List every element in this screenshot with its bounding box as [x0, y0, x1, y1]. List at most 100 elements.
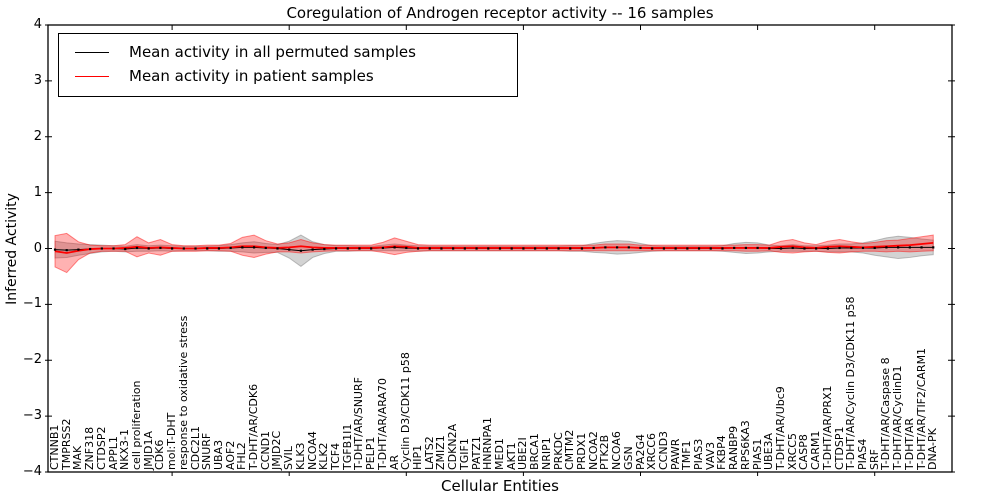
legend-line-patient-icon — [75, 75, 109, 77]
x-category-label: GSN — [621, 446, 635, 470]
data-marker — [768, 247, 771, 250]
data-marker — [580, 247, 584, 250]
data-marker — [206, 247, 209, 250]
data-marker — [416, 247, 420, 250]
data-marker — [826, 247, 829, 250]
y-tick-label: 4 — [33, 17, 42, 32]
x-axis-label: Cellular Entities — [441, 477, 559, 495]
data-marker — [545, 247, 548, 250]
data-marker — [440, 247, 443, 250]
data-marker — [932, 246, 935, 249]
data-marker — [557, 247, 560, 250]
data-marker — [498, 247, 502, 250]
data-marker — [487, 247, 490, 250]
y-tick-label: 3 — [33, 72, 42, 88]
data-marker — [510, 247, 513, 250]
y-tick-label: 1 — [33, 184, 42, 200]
chart-title: Coregulation of Androgen receptor activi… — [286, 4, 714, 22]
data-marker — [686, 247, 689, 250]
x-category-label: NRIP1 — [539, 437, 553, 470]
data-marker — [674, 247, 677, 250]
data-marker — [112, 247, 115, 250]
data-marker — [651, 247, 654, 250]
data-marker — [627, 246, 630, 249]
data-marker — [592, 246, 595, 250]
data-marker — [803, 247, 806, 250]
data-marker — [709, 247, 712, 250]
data-marker — [299, 249, 303, 252]
y-tick-label: −1 — [22, 296, 42, 312]
y-tick-label: 2 — [33, 128, 42, 144]
data-marker — [791, 246, 794, 250]
std-band-0 — [54, 234, 934, 268]
data-marker — [569, 247, 572, 250]
data-marker — [276, 247, 279, 250]
data-marker — [744, 246, 747, 250]
data-marker — [241, 246, 244, 249]
legend-label-permuted: Mean activity in all permuted samples — [129, 42, 416, 61]
data-marker — [908, 246, 911, 249]
legend-label-patient: Mean activity in patient samples — [129, 66, 374, 85]
y-tick-label: 0 — [33, 240, 42, 256]
data-marker — [697, 247, 701, 250]
data-marker — [604, 246, 607, 249]
data-marker — [873, 246, 876, 250]
data-marker — [463, 247, 466, 250]
y-tick-label: −3 — [22, 408, 42, 424]
data-marker — [217, 247, 221, 250]
data-marker — [194, 247, 197, 250]
data-marker — [323, 247, 326, 251]
data-marker — [920, 246, 923, 249]
data-marker — [405, 246, 408, 250]
std-band-1 — [54, 232, 934, 274]
data-marker — [850, 246, 853, 250]
data-marker — [65, 249, 68, 252]
data-marker — [733, 246, 736, 250]
data-marker — [182, 247, 185, 250]
legend-item-permuted: Mean activity in all permuted samples — [71, 40, 509, 64]
data-marker — [358, 247, 361, 250]
data-marker — [311, 248, 314, 251]
legend: Mean activity in all permuted samples Me… — [58, 33, 518, 97]
data-marker — [159, 246, 162, 250]
data-marker — [522, 247, 525, 250]
data-marker — [779, 247, 783, 250]
data-marker — [147, 247, 150, 250]
data-marker — [838, 246, 841, 250]
data-marker — [264, 246, 267, 250]
data-marker — [135, 246, 139, 250]
data-marker — [77, 248, 80, 251]
data-marker — [229, 246, 232, 250]
data-marker — [53, 248, 57, 251]
data-marker — [252, 246, 256, 249]
data-marker — [815, 247, 818, 250]
data-marker — [288, 248, 291, 251]
x-category-label: response to oxidative stress — [176, 315, 190, 470]
legend-line-permuted-icon — [75, 51, 109, 53]
y-tick-label: −4 — [22, 464, 42, 479]
x-category-label: DNA-PK — [926, 428, 940, 470]
data-marker — [100, 247, 103, 250]
data-marker — [334, 247, 338, 250]
data-marker — [721, 247, 724, 250]
data-marker — [861, 246, 865, 250]
y-tick-label: −2 — [22, 352, 42, 368]
data-marker — [534, 247, 537, 250]
data-marker — [428, 247, 431, 250]
data-marker — [393, 246, 396, 249]
data-marker — [370, 247, 373, 250]
data-marker — [89, 247, 92, 251]
data-marker — [639, 246, 642, 250]
y-axis-label: Inferred Activity — [4, 193, 20, 305]
data-marker — [124, 247, 127, 251]
data-marker — [346, 247, 349, 250]
data-marker — [171, 247, 174, 250]
data-marker — [615, 246, 619, 249]
legend-item-patient: Mean activity in patient samples — [71, 64, 509, 88]
mean-line-1 — [54, 242, 934, 254]
data-marker — [885, 246, 888, 249]
data-marker — [897, 246, 900, 249]
data-marker — [756, 246, 759, 250]
